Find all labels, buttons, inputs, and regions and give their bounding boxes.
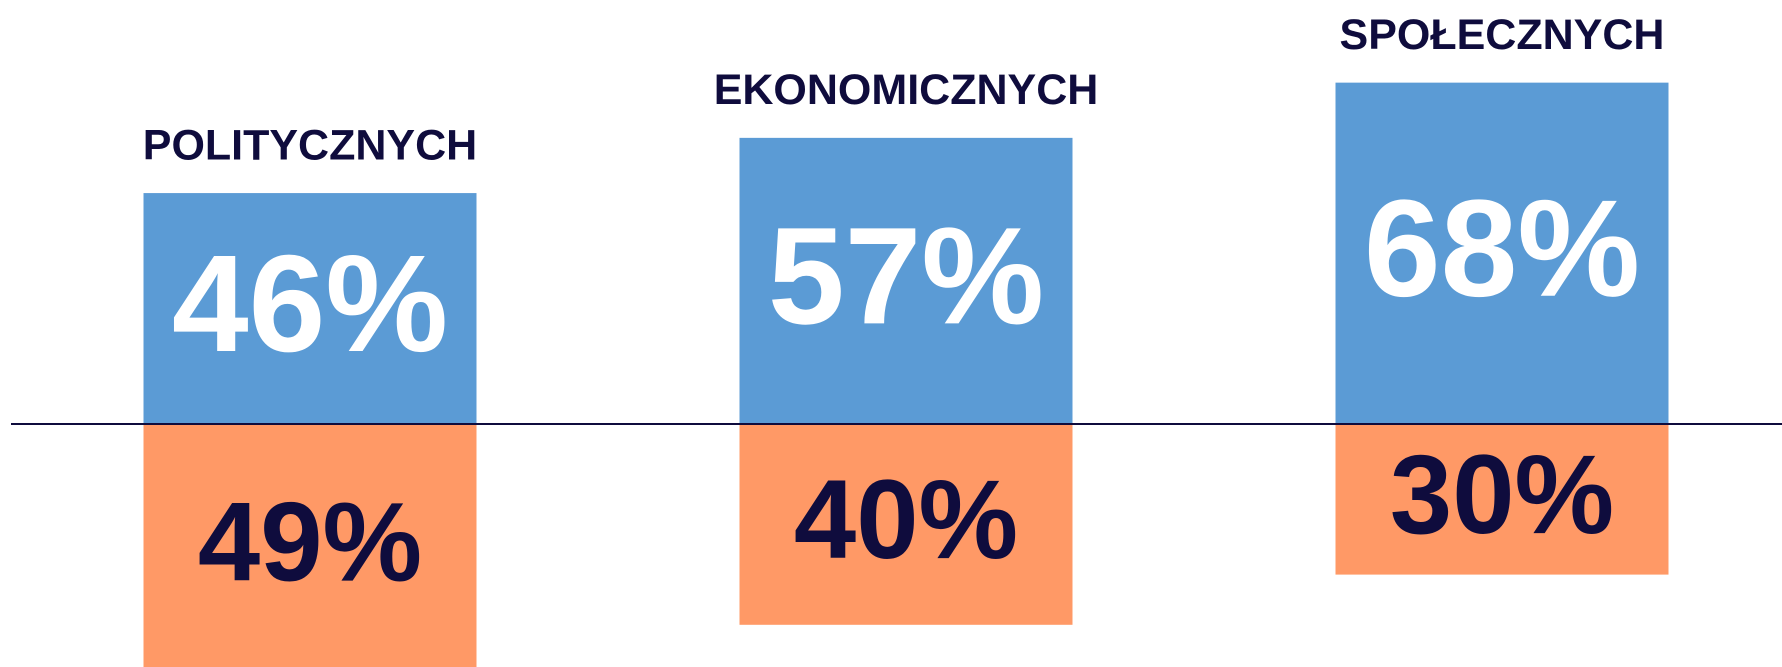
value-label: 68% (1364, 172, 1640, 326)
category-label: SPOŁECZNYCH (1340, 11, 1665, 59)
value-label: 49% (198, 480, 422, 605)
value-label: 30% (1390, 432, 1614, 557)
category-label: POLITYCZNYCH (143, 121, 477, 169)
bar (143, 424, 477, 667)
bar (1335, 82, 1669, 424)
bar (143, 193, 477, 424)
bar (739, 137, 1073, 425)
value-label: 46% (172, 227, 448, 381)
bar (1335, 424, 1669, 575)
bar (739, 424, 1073, 625)
category-label: EKONOMICZNYCH (714, 66, 1099, 114)
value-label: 40% (794, 457, 1018, 582)
value-label: 57% (768, 199, 1044, 353)
